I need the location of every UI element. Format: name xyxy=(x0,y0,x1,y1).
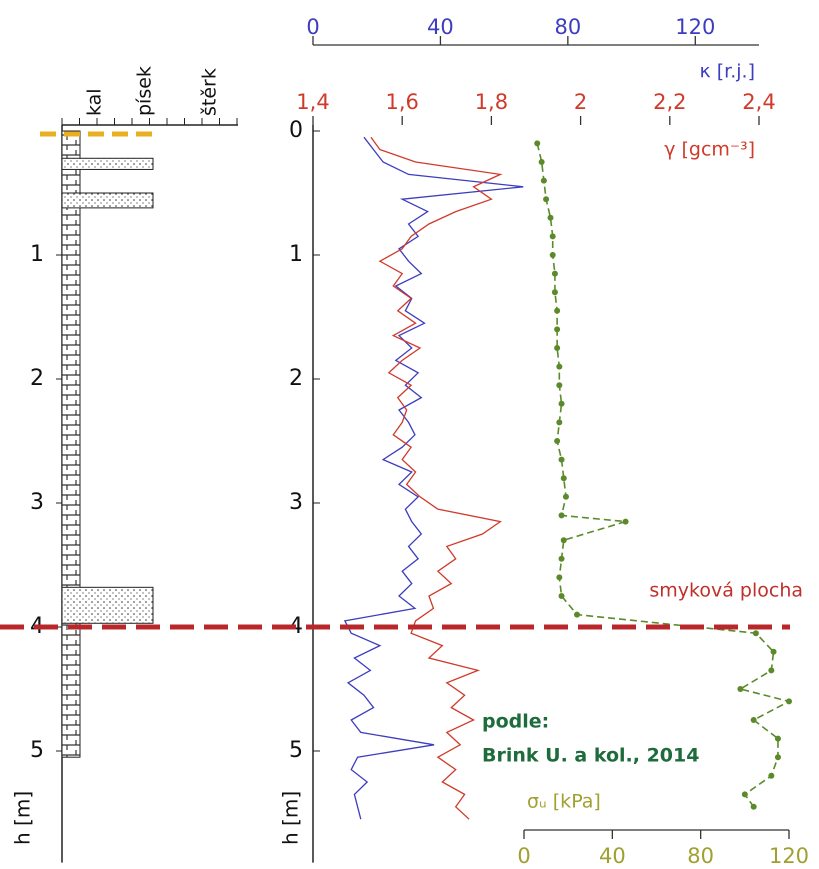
x-tick-label: 120 xyxy=(769,844,809,868)
data-point xyxy=(551,270,558,277)
data-point xyxy=(558,555,565,562)
data-point xyxy=(768,772,775,779)
x-tick-label: 40 xyxy=(427,15,454,39)
y-tick-label: 2 xyxy=(289,366,303,391)
data-point xyxy=(558,400,565,407)
column-label: písek xyxy=(134,66,156,116)
x-tick-label: 2,2 xyxy=(653,90,686,114)
data-point xyxy=(549,252,556,258)
x-tick-label: 1,8 xyxy=(475,90,508,114)
data-point xyxy=(538,159,545,165)
y-tick-label: 3 xyxy=(289,490,303,515)
data-point xyxy=(556,363,563,370)
profile-line xyxy=(536,143,792,808)
data-point xyxy=(547,214,554,221)
data-point xyxy=(741,791,748,798)
data-point xyxy=(770,648,777,655)
data-point xyxy=(774,735,781,742)
sand-layer xyxy=(61,192,154,209)
data-point xyxy=(534,140,541,147)
x-tick-label: 2 xyxy=(574,90,587,114)
sand-layer xyxy=(61,586,154,624)
data-point xyxy=(554,438,561,444)
data-point xyxy=(622,518,629,525)
data-point xyxy=(750,717,757,723)
x-axis-label: σᵤ [kPa] xyxy=(527,791,601,813)
data-point xyxy=(556,574,563,581)
data-point xyxy=(786,698,792,705)
data-point xyxy=(560,475,567,482)
profile-line xyxy=(370,136,503,820)
column-label: štěrk xyxy=(199,68,221,116)
data-point xyxy=(774,754,781,761)
x-tick-label: 1,4 xyxy=(296,90,329,114)
data-point xyxy=(540,177,547,184)
x-tick-label: 2,4 xyxy=(742,90,775,114)
profile-line xyxy=(343,136,524,820)
data-point xyxy=(554,326,561,333)
data-point xyxy=(549,233,556,240)
data-point xyxy=(752,630,759,637)
column-label: kal xyxy=(84,88,106,116)
data-point xyxy=(554,345,561,351)
y-tick-label: 3 xyxy=(30,490,44,515)
y-tick-label: 5 xyxy=(30,738,44,763)
y-tick-label: 0 xyxy=(289,118,303,143)
source-label: Brink U. a kol., 2014 xyxy=(482,745,699,767)
x-axis-label: γ [gcm⁻³] xyxy=(664,139,755,161)
y-tick-label: 1 xyxy=(289,242,303,267)
data-point xyxy=(543,196,550,203)
data-point xyxy=(556,382,563,389)
data-point xyxy=(768,667,775,674)
data-point xyxy=(560,537,567,544)
data-point xyxy=(551,289,558,296)
x-tick-label: 80 xyxy=(687,844,714,868)
y-tick-label: 1 xyxy=(30,242,44,267)
data-point xyxy=(737,686,744,692)
shear-plane-label: smyková plocha xyxy=(649,580,803,602)
y-tick-label: 5 xyxy=(289,738,303,763)
data-point xyxy=(558,456,565,463)
y-axis-label: h [m] xyxy=(279,791,303,845)
x-tick-label: 0 xyxy=(517,844,530,868)
source-label: podle: xyxy=(482,711,549,733)
data-point xyxy=(750,803,757,810)
x-tick-label: 1,6 xyxy=(385,90,418,114)
data-point xyxy=(558,512,565,519)
sand-layer xyxy=(61,157,154,170)
x-tick-label: 80 xyxy=(554,15,581,39)
x-tick-label: 0 xyxy=(306,15,319,39)
data-point xyxy=(556,419,563,426)
x-tick-label: 120 xyxy=(675,15,715,39)
x-tick-label: 40 xyxy=(599,844,626,868)
x-axis-label: κ [r.j.] xyxy=(700,61,756,83)
y-axis-label: h [m] xyxy=(11,791,35,845)
y-tick-label: 2 xyxy=(30,366,44,391)
data-point xyxy=(558,593,565,599)
data-point xyxy=(562,493,569,500)
data-point xyxy=(574,611,580,618)
data-point xyxy=(554,307,561,314)
silt-column xyxy=(61,130,81,758)
